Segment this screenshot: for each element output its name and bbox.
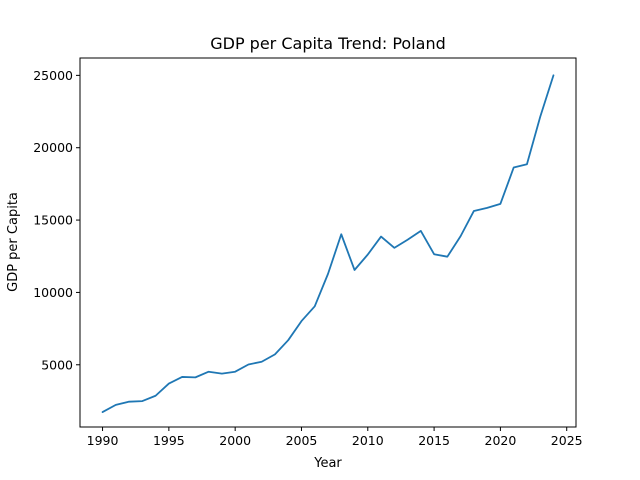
x-tick-label: 2015	[418, 433, 450, 448]
y-axis-label: GDP per Capita	[6, 192, 21, 292]
y-tick-label: 5000	[41, 357, 73, 372]
x-tick-label: 1990	[87, 433, 119, 448]
x-tick-label: 2025	[551, 433, 583, 448]
y-axis: 5000 10000 15000 20000 25000	[33, 68, 80, 372]
y-tick-label: 15000	[33, 213, 73, 228]
plot-area	[101, 74, 555, 414]
x-tick-label: 2020	[485, 433, 517, 448]
x-tick-label: 2010	[352, 433, 384, 448]
x-axis-label: Year	[313, 456, 342, 471]
plot-frame	[79, 57, 577, 428]
y-tick-label: 20000	[33, 140, 73, 155]
x-axis: 1990 1995 2000 2005 2010 2015 2020 2025	[87, 427, 583, 448]
chart-title: GDP per Capita Trend: Poland	[210, 34, 446, 53]
x-tick-label: 2000	[219, 433, 251, 448]
x-tick-label: 1995	[153, 433, 185, 448]
y-tick-label: 25000	[33, 68, 73, 83]
x-tick-label: 2005	[286, 433, 318, 448]
y-tick-label: 10000	[33, 285, 73, 300]
series-line	[101, 74, 555, 414]
